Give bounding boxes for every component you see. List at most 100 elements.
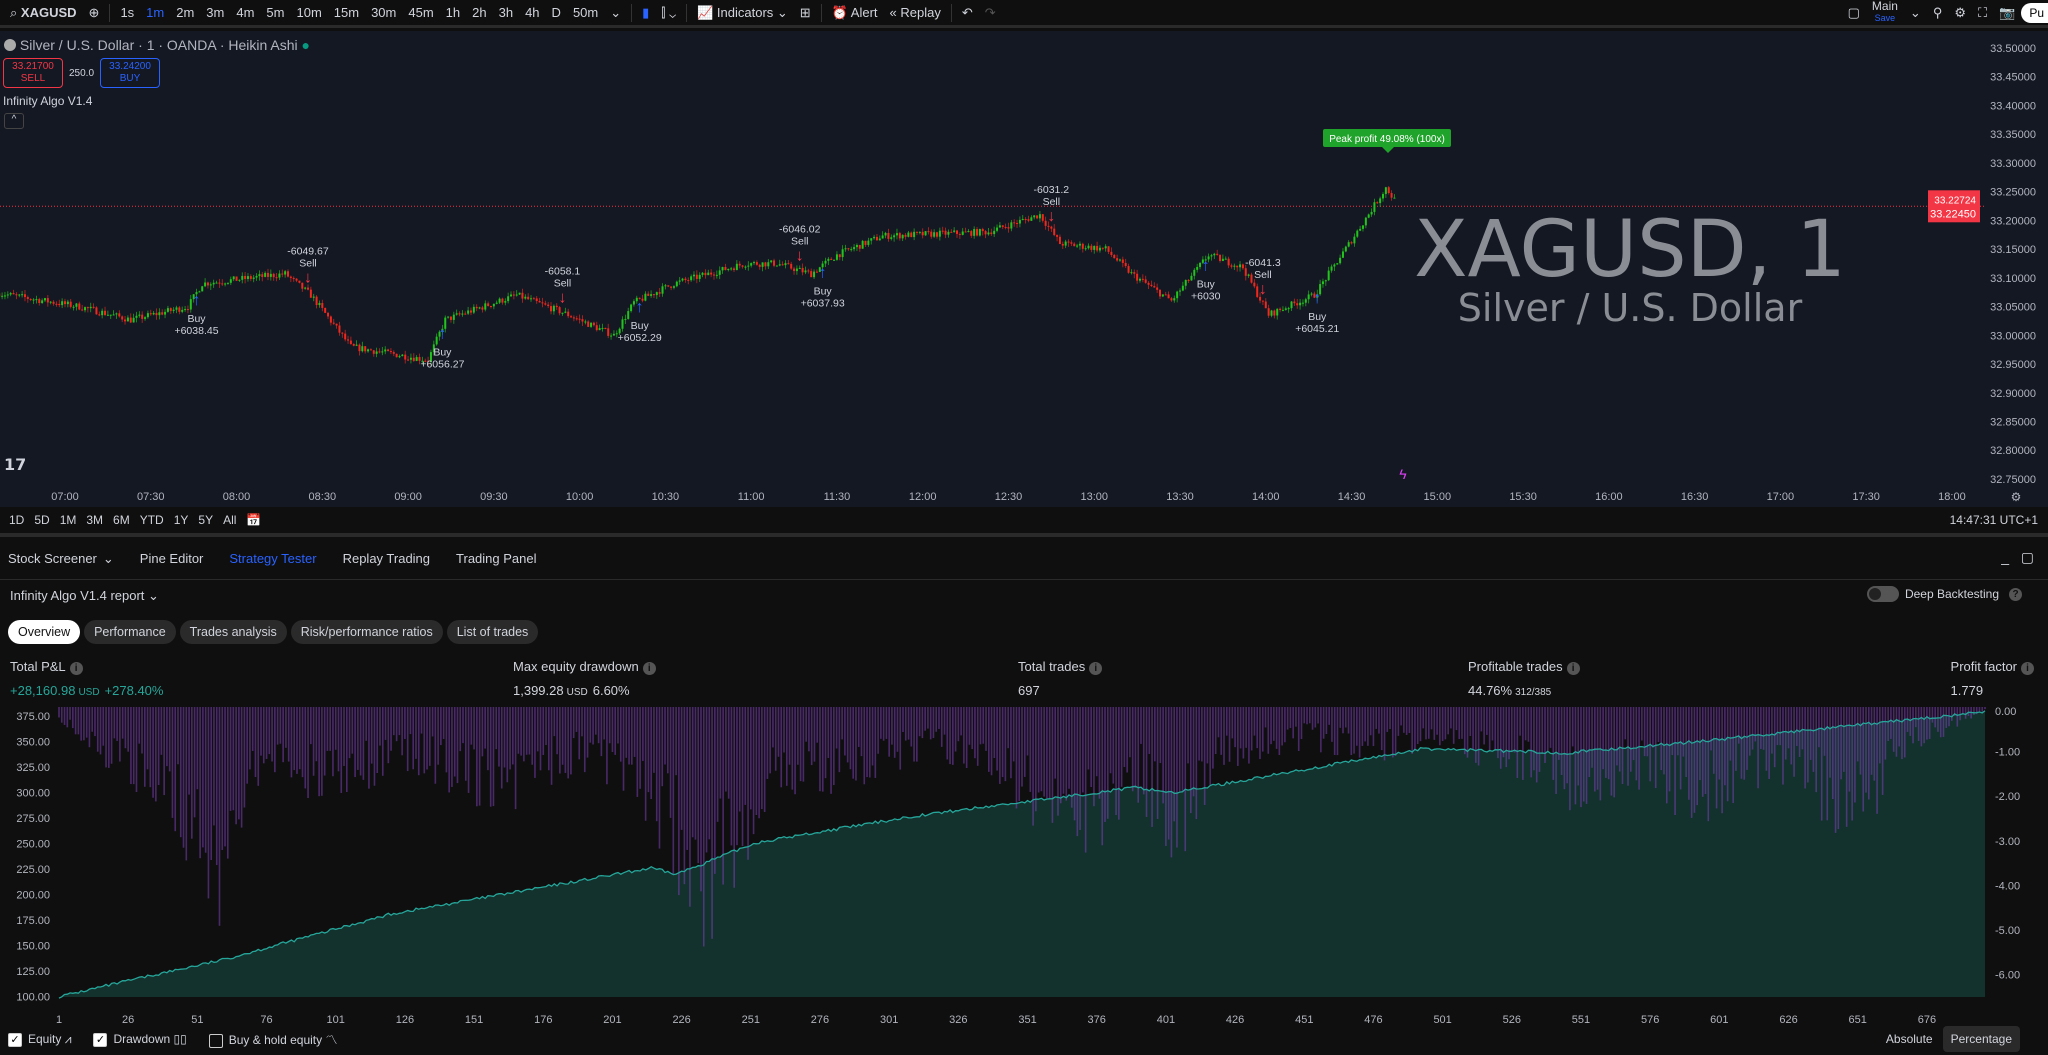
equity-chart[interactable]: 375.00 350.00 325.00 300.00 275.00 250.00 225.…: [0, 701, 2048, 1031]
range-5Y[interactable]: 5Y: [198, 513, 214, 527]
report-title[interactable]: Infinity Algo V1.4 report ⌄: [10, 588, 159, 603]
price-chart-canvas[interactable]: 33.50000 33.45000 33.40000 33.35000 33.30000…: [0, 31, 2048, 507]
layout-square-icon[interactable]: ▢: [1847, 4, 1860, 20]
drawdown-bar: [1054, 707, 1057, 779]
interval-4m[interactable]: 4m: [236, 4, 255, 20]
publish-button[interactable]: Pu: [2021, 2, 2048, 23]
clock[interactable]: 14:47:31 UTC+1: [1949, 513, 2038, 527]
goto-date-icon[interactable]: 📅: [246, 513, 262, 527]
range-YTD[interactable]: YTD: [139, 513, 164, 527]
drawdown-bar: [932, 707, 935, 739]
subtab-trades-analysis[interactable]: Trades analysis: [179, 620, 287, 644]
subtab-overview[interactable]: Overview: [8, 620, 81, 644]
interval-1m[interactable]: 1m: [146, 4, 165, 20]
drawdown-bar: [1491, 707, 1494, 741]
symbol-search[interactable]: ⌕ XAGUSD: [10, 4, 77, 20]
tab-strategy-tester[interactable]: Strategy Tester: [229, 551, 317, 566]
maximize-icon[interactable]: ▢: [2020, 549, 2034, 565]
range-1Y[interactable]: 1Y: [173, 513, 189, 527]
equity-toggle[interactable]: ✓ Equity ⩘: [8, 1032, 71, 1047]
drawdown-bar: [747, 707, 749, 860]
settings-icon[interactable]: ⚙: [1954, 4, 1967, 20]
compare-add-icon[interactable]: ⊕: [88, 4, 100, 20]
bar-style-icon[interactable]: ▮: [642, 4, 650, 20]
candle: [29, 298, 32, 300]
drawdown-bar: [1638, 707, 1640, 790]
drawdown-bar: [168, 707, 171, 772]
interval-D[interactable]: D: [551, 4, 561, 20]
stock-screener-chevron-icon[interactable]: ⌄: [102, 551, 114, 566]
candles-icon[interactable]: ⫿ ⌄: [661, 4, 677, 20]
interval-5m[interactable]: 5m: [266, 4, 285, 20]
candle: [175, 307, 178, 310]
subtab-risk-performance-ratios[interactable]: Risk/performance ratios: [290, 620, 443, 644]
info-icon[interactable]: i: [1566, 662, 1580, 675]
chevron-down-icon[interactable]: ⌄: [1909, 4, 1921, 20]
subtab-performance[interactable]: Performance: [84, 620, 176, 644]
interval-45m[interactable]: 45m: [408, 4, 434, 20]
range-1D[interactable]: 1D: [9, 513, 25, 527]
drawdown-bar: [1591, 707, 1593, 768]
range-6M[interactable]: 6M: [113, 513, 130, 527]
alert-button[interactable]: ⏰ Alert: [831, 4, 878, 20]
interval-30m[interactable]: 30m: [371, 4, 397, 20]
camera-icon[interactable]: 📷: [1999, 4, 2016, 20]
drawdown-bar: [1154, 707, 1156, 762]
range-All[interactable]: All: [223, 513, 237, 527]
subtab-list-of-trades[interactable]: List of trades: [446, 620, 539, 644]
absolute-button[interactable]: Absolute: [1885, 1032, 1933, 1046]
interval-50m[interactable]: 50m: [572, 4, 599, 20]
lightning-icon[interactable]: ϟ: [1399, 466, 1407, 482]
drawdown-bar: [774, 707, 777, 771]
interval-1s[interactable]: 1s: [120, 4, 135, 20]
buyhold-toggle[interactable]: Buy & hold equity 〽: [208, 1031, 337, 1048]
candle: [630, 304, 633, 312]
interval-3m[interactable]: 3m: [206, 4, 225, 20]
tab-stock-screener[interactable]: Stock Screener: [8, 551, 97, 566]
interval-15m[interactable]: 15m: [333, 4, 360, 20]
interval-2h[interactable]: 2h: [472, 4, 487, 20]
deep-backtesting-toggle[interactable]: [1866, 586, 1899, 602]
templates-icon[interactable]: ⊞: [799, 4, 811, 20]
quick-search-icon[interactable]: ⚲: [1932, 4, 1943, 20]
candle: [26, 297, 29, 299]
range-1M[interactable]: 1M: [59, 513, 77, 527]
peak-label-box: [1323, 129, 1451, 147]
replay-button[interactable]: « Replay: [889, 5, 941, 20]
interval-1h[interactable]: 1h: [445, 4, 461, 20]
tab-pine-editor[interactable]: Pine Editor: [139, 551, 204, 566]
range-3M[interactable]: 3M: [86, 513, 104, 527]
info-icon[interactable]: i: [69, 662, 83, 675]
candle: [670, 286, 673, 288]
y-right-tick: 0.00: [1995, 706, 2016, 718]
indicators-button[interactable]: 📈 Indicators ⌄: [697, 4, 788, 20]
interval-3h[interactable]: 3h: [498, 4, 514, 20]
tab-trading-panel[interactable]: Trading Panel: [456, 551, 537, 566]
interval-10m[interactable]: 10m: [296, 4, 322, 20]
axis-settings-icon[interactable]: ⚙: [2011, 490, 2022, 504]
info-icon[interactable]: i: [1089, 662, 1103, 675]
sell-button[interactable]: 33.21700 SELL: [3, 58, 63, 88]
buy-button[interactable]: 33.24200 BUY: [100, 58, 161, 88]
info-icon[interactable]: i: [2021, 662, 2034, 675]
indicator-label[interactable]: Infinity Algo V1.4: [3, 94, 93, 108]
range-5D[interactable]: 5D: [34, 513, 50, 527]
price-chart[interactable]: 33.50000 33.45000 33.40000 33.35000 33.30000…: [0, 31, 2048, 507]
minimize-icon[interactable]: _: [2001, 549, 2010, 565]
interval-chevron-icon[interactable]: ⌄: [610, 4, 622, 20]
drawdown-bar: [1120, 707, 1123, 787]
undo-icon[interactable]: ↶: [961, 4, 973, 20]
redo-icon[interactable]: ↷: [984, 4, 996, 20]
percentage-button[interactable]: Percentage: [1942, 1026, 2020, 1052]
drawdown-bar: [1383, 707, 1386, 761]
tab-replay-trading[interactable]: Replay Trading: [342, 551, 431, 566]
fullscreen-icon[interactable]: ⛶: [1978, 4, 1988, 20]
drawdown-toggle[interactable]: ✓ Drawdown ▯▯: [93, 1032, 187, 1047]
interval-4h[interactable]: 4h: [525, 4, 540, 20]
interval-2m[interactable]: 2m: [176, 4, 195, 20]
help-icon[interactable]: ?: [2009, 587, 2022, 601]
candle: [1364, 217, 1367, 226]
info-icon[interactable]: i: [642, 662, 656, 675]
collapse-legend-button[interactable]: ^: [4, 113, 24, 129]
layout-menu[interactable]: Main Save: [1871, 0, 1898, 23]
